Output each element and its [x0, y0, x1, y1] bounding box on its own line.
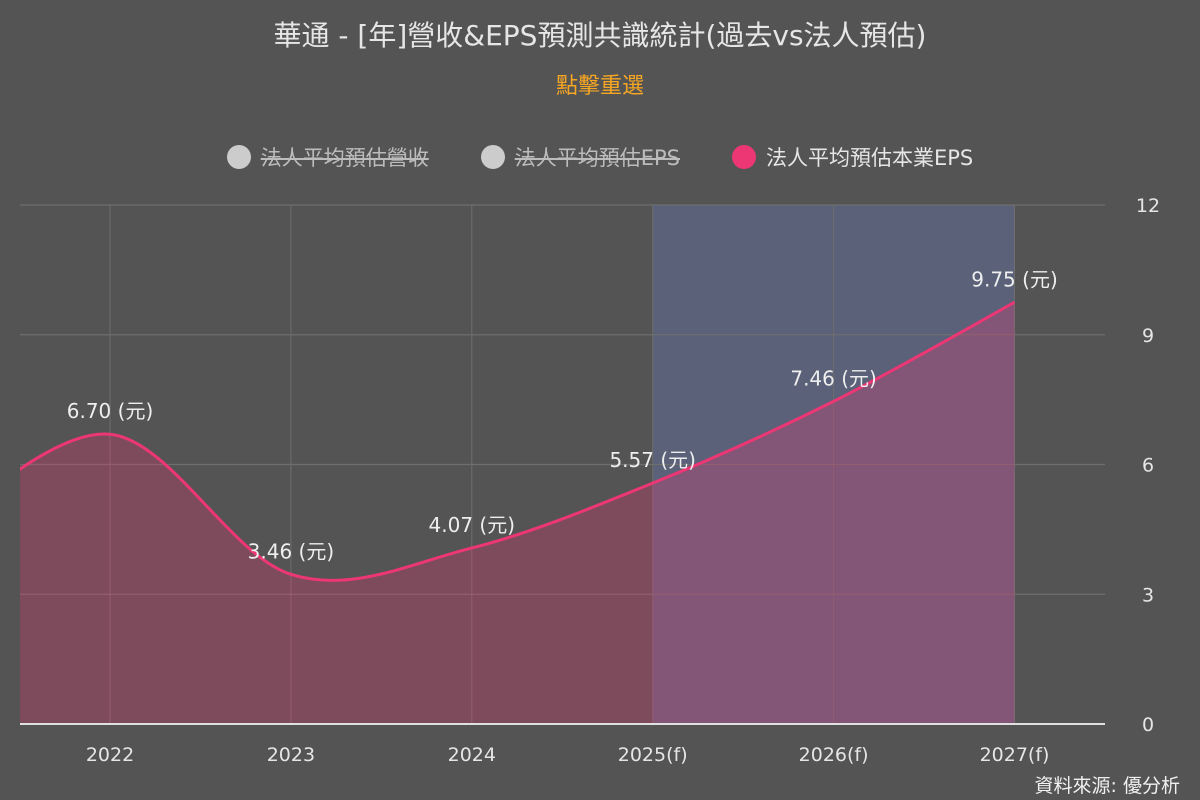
x-tick-label: 2024: [448, 744, 496, 766]
legend-label: 法人平均預估本業EPS: [766, 146, 974, 170]
y-tick-label: 12: [1136, 195, 1160, 217]
y-tick-label: 9: [1142, 325, 1154, 347]
x-tick-label: 2025(f): [618, 744, 688, 766]
data-label: 6.70 (元): [67, 399, 154, 423]
data-label: 9.75 (元): [971, 267, 1058, 291]
chart-title: 華通 - [年]營收&EPS預測共識統計(過去vs法人預估): [273, 19, 927, 52]
legend-dot-icon: [226, 145, 251, 169]
legend: 法人平均預估營收 法人平均預估EPS 法人平均預估本業EPS: [0, 142, 1200, 172]
x-tick-label: 2022: [86, 744, 134, 766]
legend-label: 法人平均預估營收: [260, 146, 429, 170]
legend-dot-icon: [732, 145, 756, 169]
x-tick-label: 2026(f): [799, 744, 869, 766]
legend-item[interactable]: 法人平均預估本業EPS: [732, 142, 973, 172]
data-label: 4.07 (元): [429, 513, 516, 537]
legend-item[interactable]: 法人平均預估營收: [226, 142, 429, 172]
y-tick-label: 6: [1142, 455, 1154, 477]
source-note: 資料來源: 優分析: [1034, 775, 1180, 797]
series-area: [20, 302, 1015, 724]
data-label: 5.57 (元): [609, 448, 696, 472]
data-label: 7.46 (元): [790, 366, 877, 390]
x-tick-label: 2023: [267, 744, 315, 766]
y-tick-label: 0: [1142, 714, 1154, 736]
legend-label: 法人平均預估EPS: [514, 146, 680, 170]
y-tick-label: 3: [1142, 584, 1154, 606]
legend-item[interactable]: 法人平均預估EPS: [480, 142, 680, 172]
x-tick-label: 2027(f): [980, 744, 1050, 766]
data-label: 3.46 (元): [248, 539, 335, 563]
legend-dot-icon: [480, 145, 505, 169]
reset-selection-link[interactable]: 點擊重選: [555, 74, 644, 99]
